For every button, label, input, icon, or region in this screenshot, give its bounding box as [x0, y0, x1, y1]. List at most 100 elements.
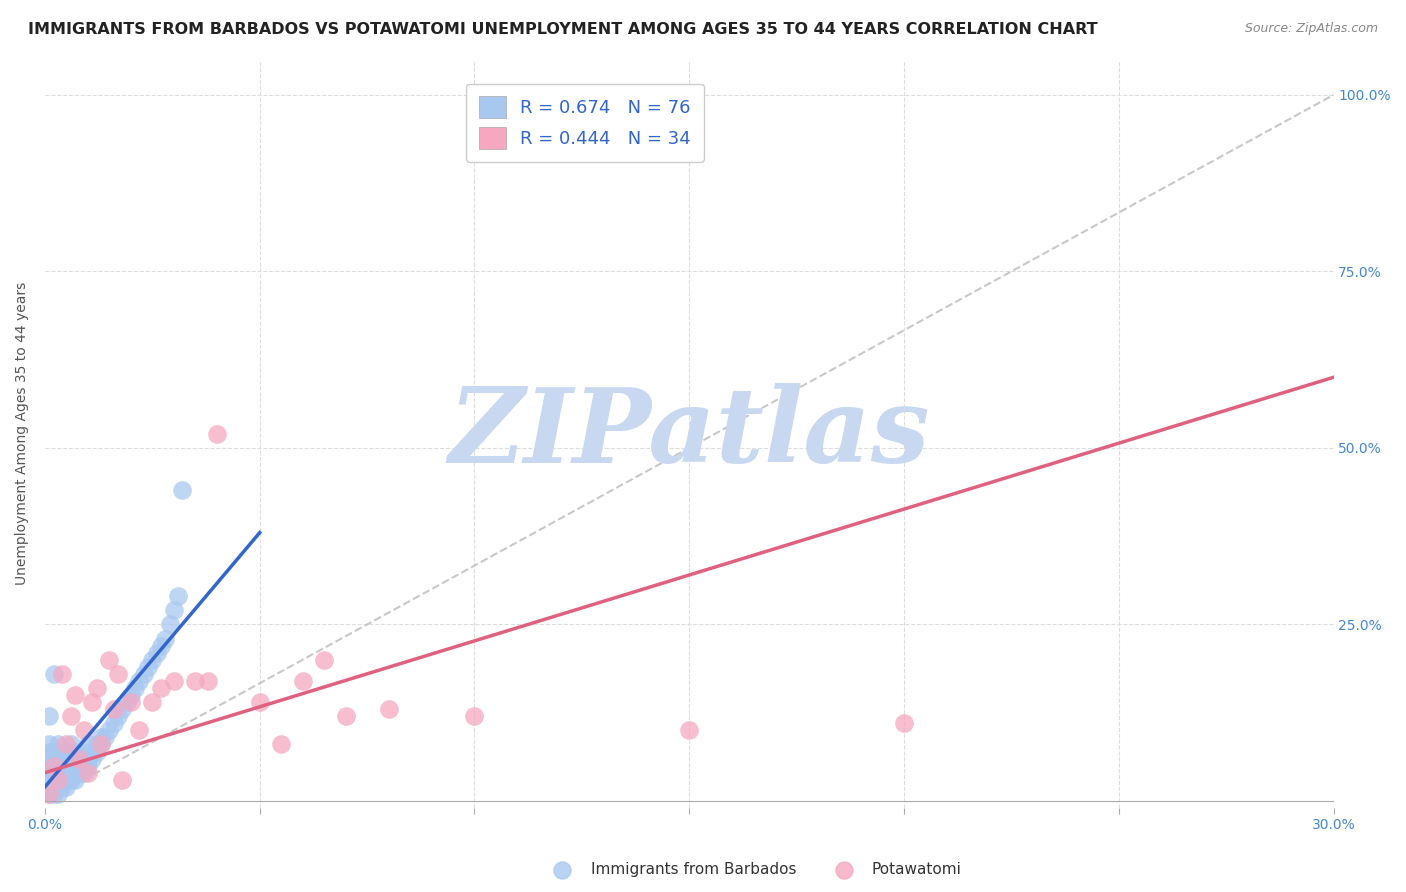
Point	[107, 666, 129, 681]
Point	[132, 666, 155, 681]
Point	[46, 780, 69, 794]
Point	[42, 758, 65, 772]
Point	[42, 758, 65, 772]
Point	[55, 758, 77, 772]
Point	[377, 702, 399, 716]
Point	[59, 758, 82, 772]
Point	[46, 751, 69, 765]
Point	[167, 589, 190, 603]
Point	[59, 709, 82, 723]
Point	[86, 744, 108, 758]
Point	[551, 863, 574, 877]
Point	[270, 738, 292, 752]
Point	[72, 723, 94, 738]
Point	[38, 772, 60, 787]
Point	[163, 603, 186, 617]
Point	[42, 765, 65, 780]
Point	[51, 772, 73, 787]
Point	[77, 765, 100, 780]
Point	[103, 716, 125, 731]
Point	[67, 751, 90, 765]
Point	[463, 709, 485, 723]
Text: Immigrants from Barbados: Immigrants from Barbados	[591, 863, 796, 877]
Point	[59, 772, 82, 787]
Point	[46, 772, 69, 787]
Point	[38, 765, 60, 780]
Point	[46, 765, 69, 780]
Point	[51, 751, 73, 765]
Point	[111, 702, 134, 716]
Point	[77, 738, 100, 752]
Point	[82, 695, 104, 709]
Point	[111, 772, 134, 787]
Point	[51, 666, 73, 681]
Point	[63, 772, 86, 787]
Point	[42, 787, 65, 801]
Point	[335, 709, 357, 723]
Point	[141, 653, 163, 667]
Point	[42, 666, 65, 681]
Point	[82, 751, 104, 765]
Point	[249, 695, 271, 709]
Point	[42, 780, 65, 794]
Point	[55, 738, 77, 752]
Text: Potawatomi: Potawatomi	[872, 863, 962, 877]
Point	[38, 758, 60, 772]
Point	[67, 765, 90, 780]
Point	[38, 738, 60, 752]
Point	[314, 653, 336, 667]
Point	[38, 751, 60, 765]
Point	[55, 772, 77, 787]
Point	[46, 787, 69, 801]
Point	[42, 772, 65, 787]
Point	[38, 758, 60, 772]
Point	[141, 695, 163, 709]
Point	[197, 673, 219, 688]
Point	[90, 731, 112, 745]
Point	[145, 646, 167, 660]
Point	[115, 695, 138, 709]
Point	[90, 738, 112, 752]
Point	[172, 483, 194, 498]
Point	[55, 780, 77, 794]
Point	[55, 765, 77, 780]
Point	[90, 738, 112, 752]
Point	[107, 709, 129, 723]
Point	[72, 765, 94, 780]
Point	[72, 751, 94, 765]
Point	[205, 426, 228, 441]
Point	[59, 765, 82, 780]
Point	[46, 758, 69, 772]
Y-axis label: Unemployment Among Ages 35 to 44 years: Unemployment Among Ages 35 to 44 years	[15, 282, 30, 585]
Point	[38, 772, 60, 787]
Point	[678, 723, 700, 738]
Point	[86, 681, 108, 695]
Point	[51, 780, 73, 794]
Point	[136, 660, 159, 674]
Point	[155, 632, 177, 646]
Point	[38, 744, 60, 758]
Point	[38, 780, 60, 794]
Point	[67, 751, 90, 765]
Text: ZIPatlas: ZIPatlas	[449, 383, 929, 484]
Point	[124, 681, 146, 695]
Text: Source: ZipAtlas.com: Source: ZipAtlas.com	[1244, 22, 1378, 36]
Point	[77, 744, 100, 758]
Point	[38, 780, 60, 794]
Point	[86, 738, 108, 752]
Point	[63, 688, 86, 702]
Point	[98, 723, 121, 738]
Point	[149, 639, 172, 653]
Point	[42, 744, 65, 758]
Point	[42, 751, 65, 765]
Point	[77, 751, 100, 765]
Point	[184, 673, 207, 688]
Point	[94, 731, 117, 745]
Point	[893, 716, 915, 731]
Point	[38, 787, 60, 801]
Point	[120, 695, 142, 709]
Point	[163, 673, 186, 688]
Point	[832, 863, 855, 877]
Point	[120, 688, 142, 702]
Point	[46, 738, 69, 752]
